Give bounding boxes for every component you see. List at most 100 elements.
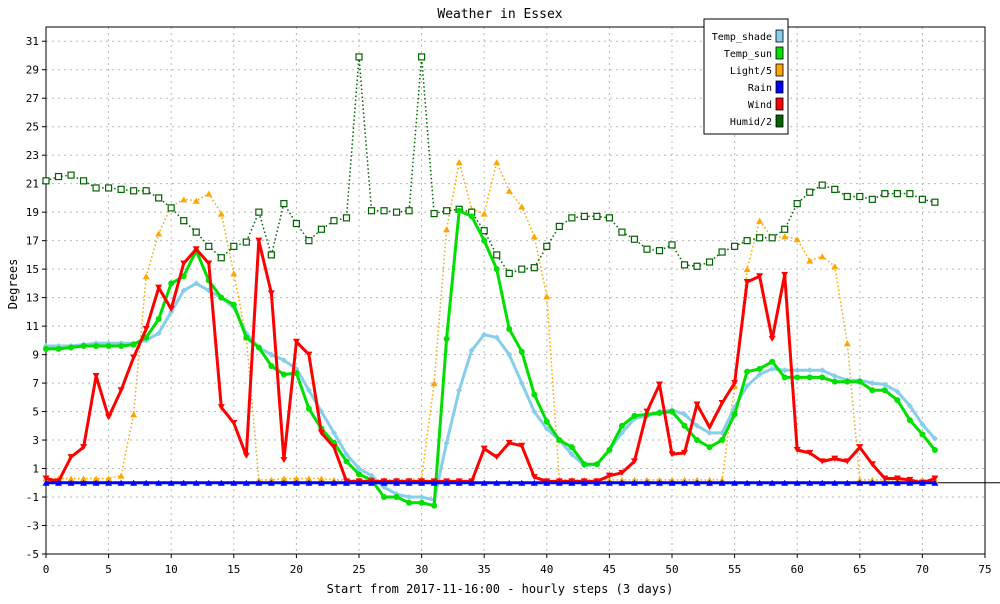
data-point-rain [368,479,376,486]
data-point-temp-shade [518,380,525,387]
data-point-wind [255,237,263,244]
data-point-temp-shade [756,371,763,378]
data-point-rain [180,479,188,486]
data-point-temp-sun [618,422,625,429]
data-point-rain [756,479,764,486]
data-point-temp-shade [443,439,450,446]
data-point-humid-2 [92,184,100,192]
data-point-humid-2 [655,247,664,255]
data-point-rain [493,479,501,486]
data-point-humid-2 [693,262,701,270]
y-tick-label: 19 [26,206,39,219]
data-point-humid-2 [868,195,876,203]
data-point-humid-2 [380,207,388,215]
data-point-temp-sun [268,362,275,369]
data-point-rain [505,479,513,486]
data-point-temp-sun [669,408,675,415]
x-tick-label: 65 [853,563,866,576]
data-point-temp-shade [543,425,550,432]
data-point-temp-shade [781,367,788,374]
data-point-rain [793,479,801,486]
legend-box [703,18,789,135]
legend-swatch [775,29,784,43]
data-point-temp-shade [330,429,337,436]
data-point-temp-shade [318,408,325,415]
data-point-humid-2 [630,235,639,243]
data-point-wind [856,444,864,451]
legend: Temp_shade Temp_sun Light/5 Rain Wind Humid/2 [703,18,789,135]
y-tick-label: 15 [26,263,39,276]
data-point-light-5 [105,475,113,482]
x-tick-label: 60 [791,563,804,576]
data-point-temp-shade [180,287,187,294]
data-point-rain [831,479,839,486]
data-point-humid-2 [330,217,338,225]
data-point-rain [305,479,313,486]
data-point-humid-2 [593,212,601,221]
y-tick-label: 17 [26,235,39,248]
data-point-wind [605,472,613,479]
data-point-humid-2 [392,208,401,216]
data-point-wind [67,454,75,461]
x-tick-label: 25 [352,563,365,576]
data-point-humid-2 [918,195,927,203]
x-tick-label: 40 [540,563,553,576]
y-tick-label: 11 [26,320,39,333]
data-point-temp-sun [731,411,738,418]
data-point-rain [468,479,476,486]
data-point-temp-sun [493,266,500,273]
data-point-rain [655,479,663,486]
data-point-temp-shade [881,381,888,388]
data-point-rain [80,479,88,486]
data-point-wind [292,338,300,345]
data-point-rain [918,479,926,486]
data-point-temp-shade [280,357,287,364]
data-point-humid-2 [292,219,300,228]
data-point-rain [267,479,275,486]
data-point-humid-2 [781,225,789,233]
data-point-humid-2 [192,228,200,236]
data-point-temp-shade [744,382,751,389]
data-point-humid-2 [180,217,188,225]
data-point-temp-sun [906,417,913,424]
legend-swatch [775,46,784,60]
data-point-temp-shade [456,387,463,394]
data-point-temp-shade [493,334,500,341]
data-point-light-5 [130,411,138,418]
y-tick-label: -1 [26,491,39,504]
data-point-light-5 [67,475,75,482]
data-point-humid-2 [718,248,726,256]
data-point-rain [643,479,651,486]
data-point-humid-2 [317,225,326,233]
data-point-wind [931,475,939,482]
data-point-rain [630,479,638,486]
y-tick-label: 29 [26,64,39,77]
data-point-temp-shade [819,367,826,374]
data-point-wind [205,260,213,267]
data-point-temp-shade [356,465,362,472]
data-point-wind [142,325,150,332]
data-point-wind [781,271,789,278]
data-point-humid-2 [305,237,313,245]
data-point-humid-2 [280,200,288,208]
data-point-wind [242,452,250,459]
chart-title: Weather in Essex [437,7,562,22]
data-point-rain [292,479,300,486]
data-point-temp-sun [280,371,287,378]
data-point-temp-sun [418,499,425,506]
data-point-temp-sun [794,374,801,381]
data-point-rain [856,479,864,486]
legend-label: Rain [748,83,772,94]
data-point-humid-2 [405,207,413,215]
x-tick-label: 45 [603,563,616,576]
data-point-temp-sun [556,437,563,444]
data-point-light-5 [781,233,789,240]
data-point-light-5 [743,266,751,273]
data-point-humid-2 [117,185,125,193]
data-point-rain [768,479,776,486]
data-point-temp-sun [55,345,62,352]
data-point-wind [317,429,325,436]
data-point-wind [868,461,876,468]
data-point-humid-2 [418,53,426,61]
data-point-humid-2 [680,261,689,269]
